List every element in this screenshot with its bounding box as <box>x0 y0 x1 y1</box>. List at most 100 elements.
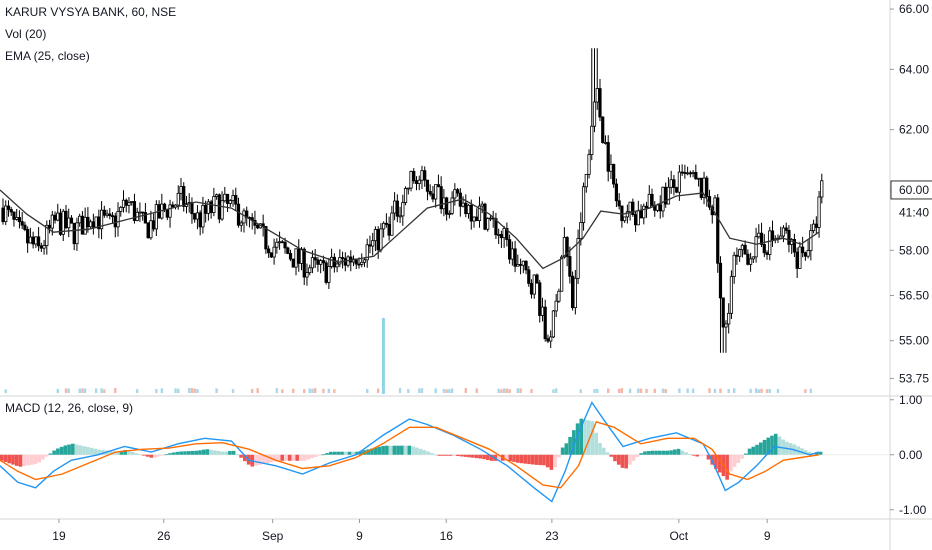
candle-body <box>376 229 380 251</box>
macd-histogram-bar <box>407 445 412 455</box>
macd-histogram-bar <box>179 451 184 455</box>
candle-body <box>154 204 158 230</box>
macd-histogram-bar <box>145 454 150 457</box>
candle-body <box>696 177 701 180</box>
candle-body <box>39 245 43 249</box>
symbol-legend[interactable]: KARUR VYSYA BANK, 60, NSE <box>5 5 177 19</box>
macd-histogram-bar <box>381 445 385 455</box>
candle-body <box>272 246 276 258</box>
candle-body <box>201 204 205 228</box>
candle-body <box>209 201 213 213</box>
candle-body <box>606 142 610 172</box>
candle-body <box>644 205 649 209</box>
candle-body <box>138 211 142 214</box>
macd-histogram-bar <box>650 450 655 455</box>
macd-histogram-bar <box>628 454 632 465</box>
macd-pane[interactable] <box>0 401 890 503</box>
macd-histogram-bar <box>3 454 8 463</box>
candle-body <box>69 217 74 224</box>
candle-body <box>565 237 569 257</box>
candle-body <box>75 222 79 245</box>
candle-body <box>420 170 424 181</box>
candle-body <box>387 223 391 236</box>
candle-body <box>639 210 643 219</box>
macd-histogram-bar <box>437 454 442 456</box>
volume-bar <box>366 389 369 393</box>
macd-histogram-bar <box>538 454 542 466</box>
candle-body <box>108 213 112 217</box>
time-tick-label: 9 <box>764 529 771 543</box>
macd-histogram-bar <box>97 449 101 455</box>
candle-body <box>78 215 82 224</box>
volume-bar <box>103 389 106 393</box>
macd-histogram-bar <box>744 453 748 455</box>
candle-body <box>332 256 336 268</box>
volume-bar <box>686 388 689 393</box>
macd-histogram-bar <box>594 432 599 455</box>
macd-histogram-bar <box>287 454 292 461</box>
candle-body <box>587 154 591 175</box>
macd-histogram-bar <box>48 453 53 455</box>
volume-bar <box>450 388 454 393</box>
volume-bar <box>4 389 7 393</box>
candle-body <box>571 275 575 309</box>
candle-body <box>672 179 676 189</box>
macd-histogram-bar <box>119 450 124 455</box>
macd-histogram-bar <box>527 454 531 465</box>
candle-body <box>217 194 221 220</box>
candle-body <box>121 199 126 208</box>
macd-histogram-bar <box>781 439 786 455</box>
candle-body <box>72 222 76 245</box>
ema-legend[interactable]: EMA (25, close) <box>5 49 90 63</box>
candle-body <box>505 228 509 241</box>
macd-histogram-bar <box>63 445 68 455</box>
macd-histogram-bar <box>586 420 591 455</box>
candle-body <box>436 184 441 188</box>
macd-histogram-bar <box>486 454 490 461</box>
macd-histogram-bar <box>11 454 15 465</box>
macd-histogram-bar <box>37 454 41 463</box>
candle-body <box>365 244 369 261</box>
price-tick-label: 64.00 <box>899 62 929 76</box>
macd-histogram-bar <box>261 454 266 465</box>
volume-bar <box>442 389 446 393</box>
candle-body <box>305 272 309 278</box>
macd-histogram-bar <box>590 421 595 455</box>
volume-bar <box>653 388 656 393</box>
macd-histogram-bar <box>153 454 157 458</box>
candle-body <box>193 213 197 220</box>
candle-body <box>195 212 200 220</box>
macd-histogram-bar <box>740 454 744 459</box>
current-price-tag <box>890 180 932 200</box>
macd-histogram-bar <box>643 451 647 455</box>
macd-histogram-bar <box>254 454 258 466</box>
volume-bar <box>333 389 336 393</box>
candle-body <box>792 239 797 253</box>
macd-histogram-bar <box>157 454 161 457</box>
candle-body <box>814 223 818 228</box>
macd-histogram-bar <box>160 454 165 456</box>
macd-histogram-bar <box>818 451 823 455</box>
volume-bar <box>719 388 722 393</box>
macd-legend[interactable]: MACD (12, 26, close, 9) <box>5 401 134 415</box>
macd-histogram-bar <box>325 453 329 455</box>
volume-bar <box>190 388 194 393</box>
macd-histogram-bar <box>572 430 576 455</box>
volume-spike <box>381 318 385 394</box>
macd-histogram-bar <box>441 454 445 456</box>
candle-body <box>83 216 87 235</box>
volume-bar <box>78 388 81 393</box>
macd-histogram-bar <box>306 454 311 460</box>
macd-histogram-bar <box>257 454 262 465</box>
macd-tick-label: 0.00 <box>899 448 923 462</box>
candle-body <box>53 214 57 221</box>
candle-body <box>379 228 383 251</box>
candle-body <box>746 253 750 265</box>
candle-body <box>510 248 514 260</box>
volume-legend[interactable]: Vol (20) <box>5 27 47 41</box>
macd-histogram-bar <box>639 453 643 455</box>
volume-bar <box>418 388 421 393</box>
candle-body <box>650 193 654 206</box>
price-pane[interactable] <box>0 48 824 394</box>
